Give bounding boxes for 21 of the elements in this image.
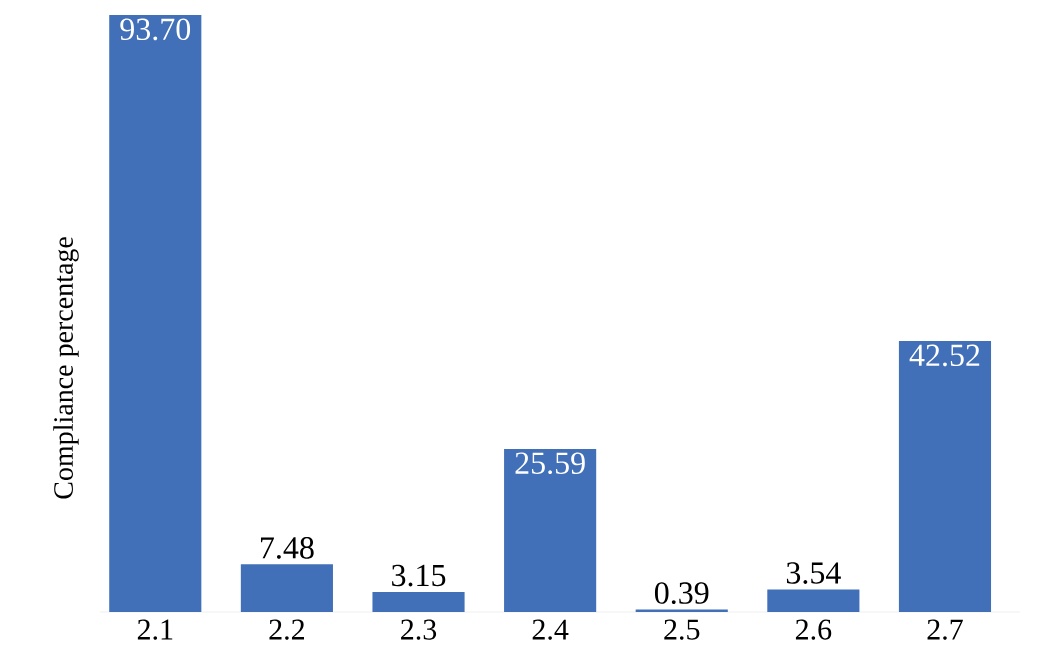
bar <box>767 589 860 612</box>
x-tick-label: 2.5 <box>664 619 700 640</box>
data-label: 7.48 <box>261 537 314 559</box>
bar <box>109 14 202 612</box>
data-label: 93.70 <box>120 18 191 41</box>
x-tick-label: 2.4 <box>532 619 569 640</box>
bar <box>898 341 992 612</box>
x-tick-label: 2.7 <box>927 619 963 640</box>
x-tick-label: 2.6 <box>795 619 832 640</box>
data-label: 25.59 <box>515 452 585 475</box>
data-label: 3.54 <box>786 562 841 584</box>
data-label: 3.15 <box>392 564 446 587</box>
x-tick-label: 2.1 <box>137 619 173 640</box>
y-axis-title: Compliance percentage <box>53 237 79 499</box>
bar <box>504 448 597 612</box>
bar <box>240 564 333 612</box>
x-tick-label: 2.2 <box>269 619 304 640</box>
data-label: 42.52 <box>909 344 980 367</box>
bar <box>372 591 465 612</box>
x-tick-label: 2.3 <box>401 619 437 640</box>
data-label: 0.39 <box>654 582 709 604</box>
